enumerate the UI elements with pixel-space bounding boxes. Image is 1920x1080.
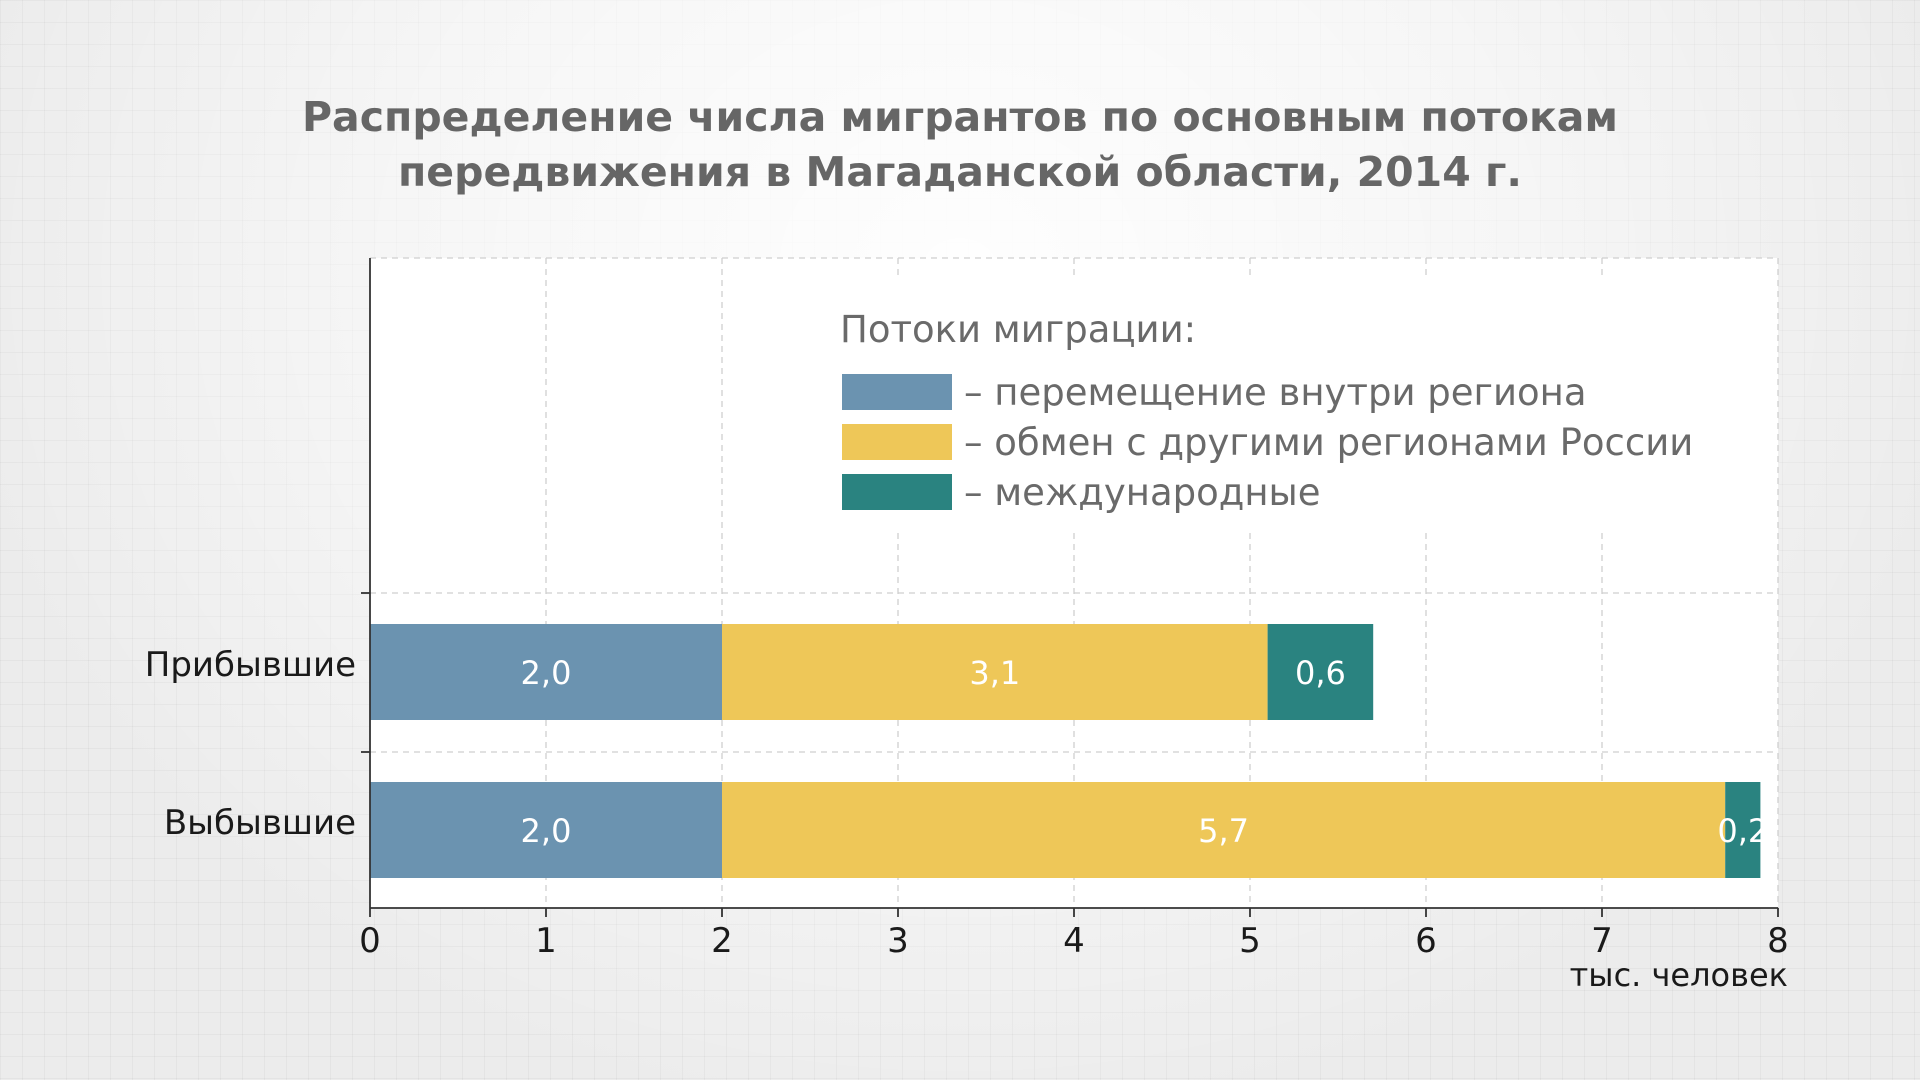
legend-title: Потоки миграции: (840, 308, 1196, 351)
bar-value-label: 2,0 (521, 654, 572, 692)
x-tick-label: 1 (535, 921, 557, 961)
x-axis-unit-label: тыс. человек (1570, 956, 1788, 994)
category-label: Прибывшие (145, 645, 356, 685)
legend-swatch (842, 374, 952, 410)
legend-swatch (842, 424, 952, 460)
bar-segment (370, 782, 722, 878)
bar-value-label: 3,1 (969, 654, 1020, 692)
x-tick-label: 0 (359, 921, 381, 961)
bar-value-label: 0,6 (1295, 654, 1346, 692)
legend-background (824, 280, 1714, 532)
bar-value-label: 2,0 (521, 812, 572, 850)
x-tick-label: 5 (1239, 921, 1261, 961)
x-tick-label: 3 (887, 921, 909, 961)
x-tick-label: 6 (1415, 921, 1437, 961)
bar-segment (370, 624, 722, 720)
bar-segment (1725, 782, 1761, 878)
bar-segment (1267, 624, 1374, 720)
legend-item-label: – обмен с другими регионами России (964, 421, 1693, 464)
legend-item-label: – международные (964, 471, 1321, 514)
bar-segment (722, 624, 1268, 720)
legend: Потоки миграции: – перемещение внутри рег… (840, 308, 1693, 514)
x-tick-label: 7 (1591, 921, 1613, 961)
bar-value-label: 5,7 (1198, 812, 1249, 850)
legend-swatch (842, 474, 952, 510)
bars-group: 2,0 3,1 0,6 2,0 5,7 0,2 (370, 624, 1768, 878)
x-tick-label: 4 (1063, 921, 1085, 961)
axes-group: 0 1 2 3 4 5 6 7 8 Прибывшие Выбывшие тыс. человек (145, 258, 1789, 994)
legend-item-label: – перемещение внутри региона (964, 371, 1587, 414)
chart-title-line-2: передвижения в Магаданской области, 2014… (398, 148, 1522, 196)
x-tick-label: 8 (1767, 921, 1789, 961)
category-label: Выбывшие (164, 803, 356, 843)
x-tick-label: 2 (711, 921, 733, 961)
bar-value-label: 0,2 (1717, 812, 1768, 850)
chart-title-line-1: Распределение числа мигрантов по основны… (302, 93, 1618, 141)
bar-segment (722, 782, 1726, 878)
